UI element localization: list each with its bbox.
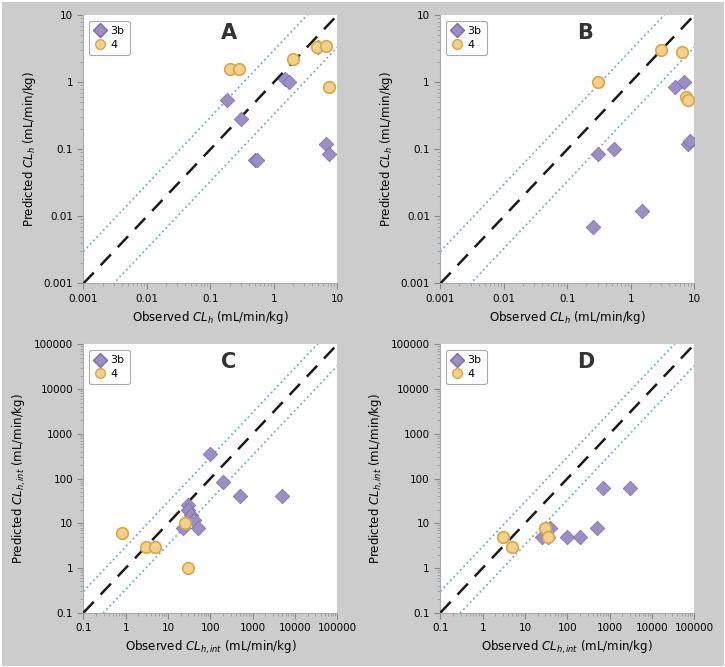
Point	[597, 483, 609, 494]
Point	[183, 500, 194, 511]
Point	[192, 522, 204, 533]
Point	[323, 149, 335, 159]
Point	[218, 476, 229, 487]
Point	[204, 449, 216, 460]
Point	[681, 92, 692, 103]
Point	[669, 81, 681, 92]
Point	[637, 205, 648, 216]
Text: B: B	[578, 23, 593, 43]
X-axis label: Observed $\mathit{CL}_{\mathit{h,int}}$ (mL/min/kg): Observed $\mathit{CL}_{\mathit{h,int}}$ …	[125, 639, 297, 656]
Point	[221, 94, 233, 105]
Point	[140, 542, 152, 552]
Point	[312, 42, 324, 53]
Point	[536, 532, 547, 542]
Point	[592, 149, 603, 159]
Text: A: A	[220, 23, 236, 43]
X-axis label: Observed $\mathit{CL}_{\mathit{h}}$ (mL/min/kg): Observed $\mathit{CL}_{\mathit{h}}$ (mL/…	[489, 309, 646, 326]
X-axis label: Observed $\mathit{CL}_{\mathit{h}}$ (mL/min/kg): Observed $\mathit{CL}_{\mathit{h}}$ (mL/…	[132, 309, 289, 326]
Point	[591, 522, 602, 533]
Point	[684, 135, 696, 146]
Point	[186, 510, 197, 521]
Point	[252, 154, 263, 165]
Point	[587, 221, 598, 232]
Point	[233, 64, 244, 75]
Point	[497, 532, 509, 542]
Point	[542, 532, 554, 542]
Point	[183, 504, 194, 515]
Point	[276, 491, 288, 502]
Y-axis label: Predicted $\mathit{CL}_{\mathit{h,int}}$ (mL/min/kg): Predicted $\mathit{CL}_{\mathit{h,int}}$…	[368, 393, 385, 564]
Text: D: D	[578, 352, 594, 372]
Point	[320, 41, 331, 51]
Point	[183, 563, 194, 574]
Text: C: C	[220, 352, 236, 372]
Point	[224, 64, 236, 75]
Point	[507, 542, 518, 552]
Point	[542, 532, 554, 542]
Point	[249, 154, 260, 165]
Point	[179, 518, 191, 528]
Point	[544, 522, 556, 533]
Legend: 3b, 4: 3b, 4	[89, 350, 130, 384]
Point	[608, 144, 620, 155]
Point	[287, 54, 299, 65]
Point	[562, 532, 573, 542]
Point	[149, 542, 161, 552]
Legend: 3b, 4: 3b, 4	[89, 21, 130, 55]
Point	[655, 45, 667, 55]
Point	[679, 77, 690, 87]
Point	[539, 522, 551, 533]
Point	[682, 139, 694, 149]
Y-axis label: Predicted $\mathit{CL}_{\mathit{h,int}}$ (mL/min/kg): Predicted $\mathit{CL}_{\mathit{h,int}}$…	[11, 393, 28, 564]
Point	[116, 528, 128, 538]
Point	[235, 114, 247, 125]
Legend: 3b, 4: 3b, 4	[446, 21, 486, 55]
Point	[188, 514, 199, 525]
Point	[279, 74, 291, 85]
Y-axis label: Predicted $\mathit{CL}_{\mathit{h}}$ (mL/min/kg): Predicted $\mathit{CL}_{\mathit{h}}$ (mL…	[378, 71, 395, 227]
X-axis label: Observed $\mathit{CL}_{\mathit{h,int}}$ (mL/min/kg): Observed $\mathit{CL}_{\mathit{h,int}}$ …	[481, 639, 653, 656]
Point	[592, 77, 603, 87]
Point	[323, 81, 335, 92]
Point	[311, 42, 323, 53]
Legend: 3b, 4: 3b, 4	[446, 350, 486, 384]
Point	[177, 522, 189, 533]
Point	[320, 139, 331, 149]
Point	[624, 483, 636, 494]
Point	[676, 47, 688, 57]
Point	[574, 532, 586, 542]
Y-axis label: Predicted $\mathit{CL}_{\mathit{h}}$ (mL/min/kg): Predicted $\mathit{CL}_{\mathit{h}}$ (mL…	[21, 71, 38, 227]
Point	[283, 77, 294, 87]
Point	[234, 491, 246, 502]
Point	[682, 94, 694, 105]
